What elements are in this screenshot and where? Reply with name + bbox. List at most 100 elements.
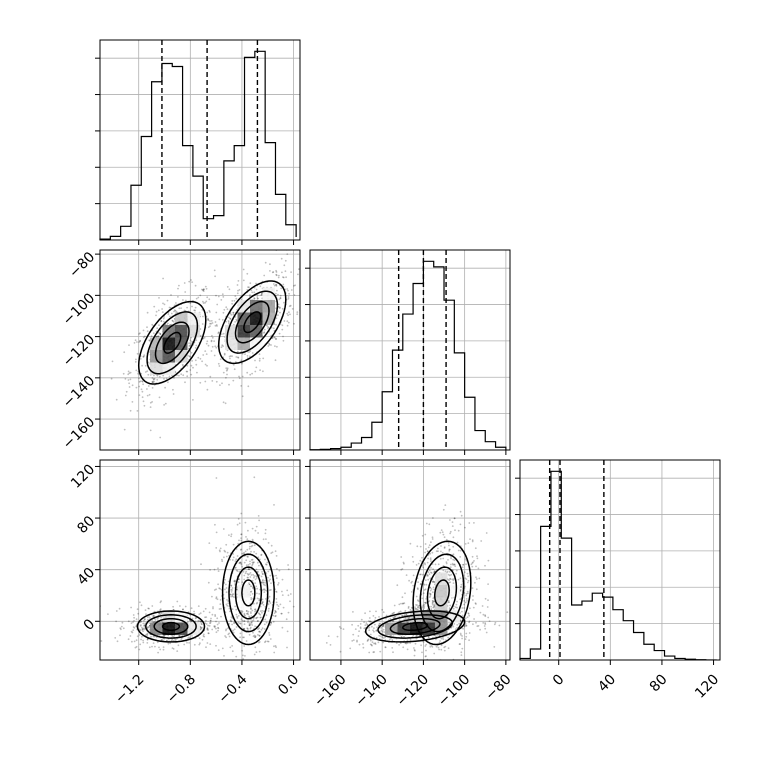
sample-point <box>365 622 368 624</box>
sample-point <box>440 644 443 647</box>
sample-point <box>424 579 427 582</box>
sample-point <box>398 644 400 646</box>
sample-point <box>121 621 124 624</box>
sample-point <box>374 623 376 626</box>
sample-point <box>254 625 256 628</box>
sample-point <box>130 606 133 609</box>
sample-point <box>158 324 160 327</box>
marginal-panel-p1 <box>305 249 511 455</box>
sample-point <box>272 614 275 617</box>
sample-point <box>453 563 456 566</box>
sample-point <box>403 562 405 565</box>
sample-point <box>394 615 397 618</box>
sample-point <box>373 630 375 633</box>
sample-point <box>159 613 162 616</box>
sample-point <box>211 380 214 382</box>
sample-point <box>137 612 140 615</box>
sample-point <box>213 269 216 272</box>
sample-point <box>186 370 189 373</box>
sample-point <box>143 619 145 622</box>
sample-point <box>144 609 147 611</box>
sample-point <box>243 620 246 623</box>
sample-point <box>301 295 303 297</box>
sample-point <box>249 626 252 629</box>
sample-point <box>160 600 163 602</box>
sample-point <box>207 632 210 635</box>
sample-point <box>261 610 264 612</box>
sample-point <box>257 620 259 622</box>
sample-point <box>234 321 237 323</box>
sample-point <box>260 575 263 578</box>
sample-point <box>190 620 193 623</box>
sample-point <box>141 380 144 383</box>
sample-point <box>398 603 401 606</box>
sample-point <box>363 621 365 624</box>
sample-point <box>275 283 277 286</box>
sample-point <box>462 627 464 630</box>
sample-point <box>228 383 230 386</box>
sample-point <box>134 361 137 363</box>
sample-point <box>182 608 184 611</box>
sample-point <box>275 269 277 272</box>
sample-point <box>268 343 271 346</box>
sample-point <box>380 629 383 632</box>
sample-point <box>220 346 223 349</box>
sample-point <box>400 556 403 558</box>
sample-point <box>403 618 406 621</box>
sample-point <box>184 381 186 384</box>
sample-point <box>456 606 458 609</box>
sample-point <box>161 311 164 313</box>
sample-point <box>166 639 169 642</box>
sample-point <box>254 636 256 638</box>
sample-point <box>248 568 251 571</box>
sample-point <box>167 313 170 316</box>
sample-point <box>289 600 291 603</box>
sample-point <box>244 614 247 617</box>
sample-point <box>242 636 244 639</box>
sample-point <box>269 270 271 272</box>
sample-point <box>449 566 452 569</box>
sample-point <box>494 621 497 624</box>
sample-point <box>255 552 258 555</box>
sample-point <box>229 317 232 320</box>
sample-point <box>255 609 257 612</box>
sample-point <box>183 282 186 284</box>
sample-point <box>449 548 451 551</box>
sample-point <box>431 551 434 554</box>
sample-point <box>459 510 462 513</box>
sample-point <box>147 626 150 629</box>
sample-point <box>212 607 214 610</box>
sample-point <box>114 637 117 639</box>
sample-point <box>231 650 234 653</box>
sample-point <box>460 583 463 586</box>
sample-point <box>232 311 235 314</box>
sample-point <box>255 602 258 605</box>
sample-point <box>278 274 280 277</box>
sample-point <box>235 356 238 358</box>
sample-point <box>233 596 236 599</box>
sample-point <box>263 328 266 331</box>
sample-point <box>129 371 132 374</box>
x-tick-label: 120 <box>692 671 722 701</box>
sample-point <box>362 646 365 649</box>
sample-point <box>226 660 228 662</box>
sample-point <box>389 638 391 641</box>
sample-point <box>421 606 424 608</box>
sample-point <box>475 603 477 605</box>
sample-point <box>197 620 200 623</box>
sample-point <box>239 636 242 639</box>
sample-point <box>213 589 216 591</box>
sample-point <box>218 608 221 610</box>
sample-point <box>191 635 193 637</box>
sample-point <box>385 614 388 617</box>
sample-point <box>190 373 193 376</box>
sample-point <box>190 607 193 610</box>
sample-point <box>251 544 254 547</box>
sample-point <box>286 646 288 649</box>
sample-point <box>200 563 202 566</box>
sample-point <box>173 310 175 313</box>
sample-point <box>464 526 466 529</box>
sample-point <box>426 574 428 577</box>
sample-point <box>281 271 283 274</box>
sample-point <box>149 429 152 432</box>
